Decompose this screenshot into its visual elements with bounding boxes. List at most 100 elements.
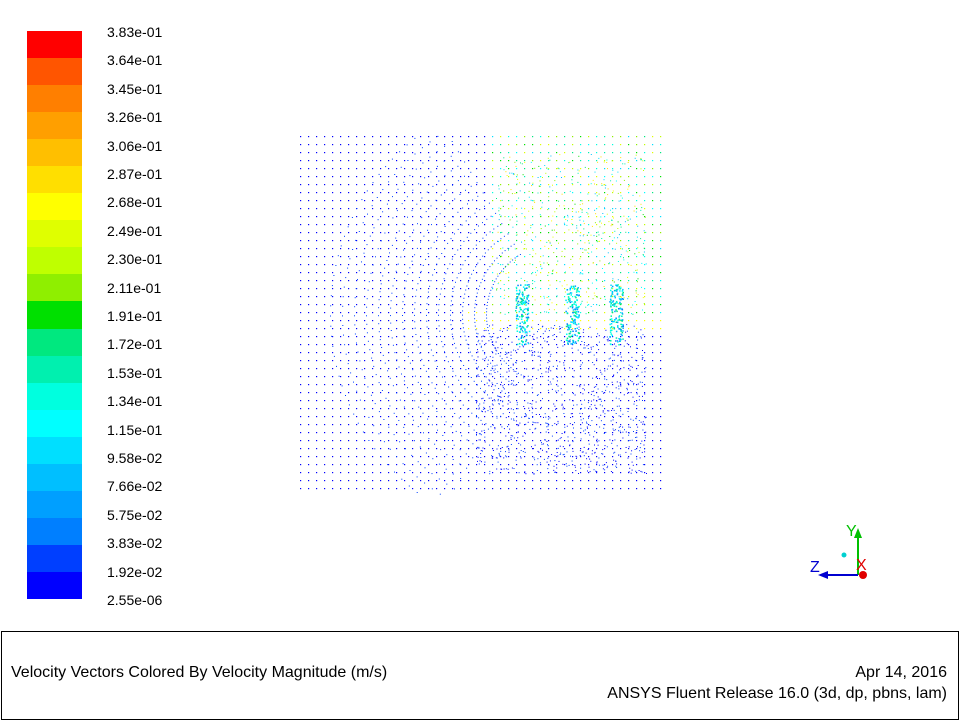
vector-dot: [586, 458, 588, 460]
vector-dot: [452, 216, 454, 218]
vector-dot: [432, 355, 434, 357]
vector-dot: [520, 456, 521, 458]
vector-dot: [628, 432, 630, 434]
vector-dot: [356, 200, 358, 202]
vector-dot: [508, 424, 510, 426]
vector-dot: [612, 488, 614, 490]
vector-dot: [620, 392, 622, 394]
vector-dot: [660, 240, 662, 242]
vector-dot: [431, 224, 432, 226]
vector-dot: [508, 380, 510, 382]
vector-dot: [500, 432, 502, 434]
vector-dot: [408, 413, 410, 415]
vector-dot: [516, 184, 518, 186]
vector-dot: [616, 463, 618, 465]
vector-dot: [477, 374, 479, 376]
vector-dot: [547, 169, 549, 170]
vector-dot: [452, 216, 454, 218]
vector-dot: [364, 448, 366, 450]
vector-dot: [316, 288, 318, 290]
vector-dot: [563, 205, 565, 207]
vector-dot: [324, 440, 326, 442]
vector-dot: [356, 360, 358, 362]
vector-dot: [556, 344, 558, 346]
vector-dot: [524, 408, 526, 410]
vector-dot: [404, 320, 406, 322]
vector-dot: [308, 224, 310, 226]
vector-dot: [601, 453, 603, 455]
vector-dot: [610, 301, 612, 304]
vector-dot: [574, 310, 576, 312]
vector-dot: [516, 360, 518, 362]
vector-dot: [598, 335, 600, 337]
vector-dot: [514, 193, 516, 194]
vector-dot: [480, 346, 482, 348]
vector-dot: [564, 341, 565, 342]
vector-dot: [544, 439, 546, 441]
vector-dot: [618, 388, 620, 390]
vector-dot: [627, 251, 629, 253]
vector-dot: [583, 223, 585, 225]
vector-dot: [623, 394, 625, 396]
vector-dot: [468, 336, 470, 338]
vector-dot: [596, 360, 598, 362]
vector-dot: [542, 333, 544, 335]
vector-dot: [652, 248, 654, 250]
vector-dot: [527, 302, 530, 305]
vector-dot: [524, 456, 526, 458]
vector-dot: [460, 240, 462, 242]
vector-dot: [609, 439, 611, 441]
vector-dot: [524, 331, 526, 333]
vector-dot: [356, 152, 358, 154]
vector-dot: [614, 347, 616, 349]
vector-dot: [532, 208, 534, 210]
vector-dot: [567, 326, 570, 329]
vector-dot: [568, 229, 570, 231]
vector-dot: [652, 272, 654, 274]
vector-dot: [567, 324, 569, 326]
vector-dot: [617, 326, 619, 328]
vector-dot: [460, 288, 462, 290]
vector-dot: [541, 347, 543, 349]
vector-dot: [468, 232, 470, 234]
vector-dot: [605, 431, 607, 433]
vector-dot: [460, 392, 462, 394]
vector-dot: [636, 480, 638, 482]
vector-dot: [508, 200, 510, 202]
vector-dot: [422, 412, 424, 414]
vector-dot: [521, 416, 523, 418]
vector-dot: [628, 368, 630, 370]
vector-dot: [526, 326, 528, 328]
vector-dot: [380, 416, 382, 418]
vector-dot: [582, 362, 583, 364]
vector-dot: [428, 368, 430, 370]
vector-dot: [491, 382, 493, 384]
vector-dot: [598, 206, 600, 208]
vector-dot: [556, 136, 558, 138]
vector-dot: [417, 283, 419, 285]
vector-dot: [618, 454, 619, 456]
vector-dot: [644, 272, 646, 274]
vector-dot: [411, 454, 413, 456]
vector-dot: [609, 301, 611, 303]
vector-dot: [372, 384, 374, 386]
vector-dot: [609, 298, 612, 301]
vector-dot: [454, 488, 455, 490]
vector-dot: [642, 350, 643, 351]
vector-dot: [560, 376, 562, 378]
vector-dot: [559, 328, 560, 330]
vector-dot: [364, 256, 366, 258]
vector-dot: [372, 272, 374, 274]
vector-dot: [580, 224, 582, 226]
vector-dot: [500, 344, 502, 346]
vector-dot: [492, 404, 494, 406]
vector-dot: [628, 264, 630, 266]
vector-dot: [588, 280, 590, 282]
vector-dot: [416, 492, 418, 493]
vector-dot: [519, 182, 521, 184]
vector-dot: [316, 168, 318, 170]
vector-dot: [629, 467, 631, 469]
vector-dot: [581, 209, 583, 211]
vector-dot: [548, 472, 550, 474]
vector-dot: [531, 326, 533, 328]
